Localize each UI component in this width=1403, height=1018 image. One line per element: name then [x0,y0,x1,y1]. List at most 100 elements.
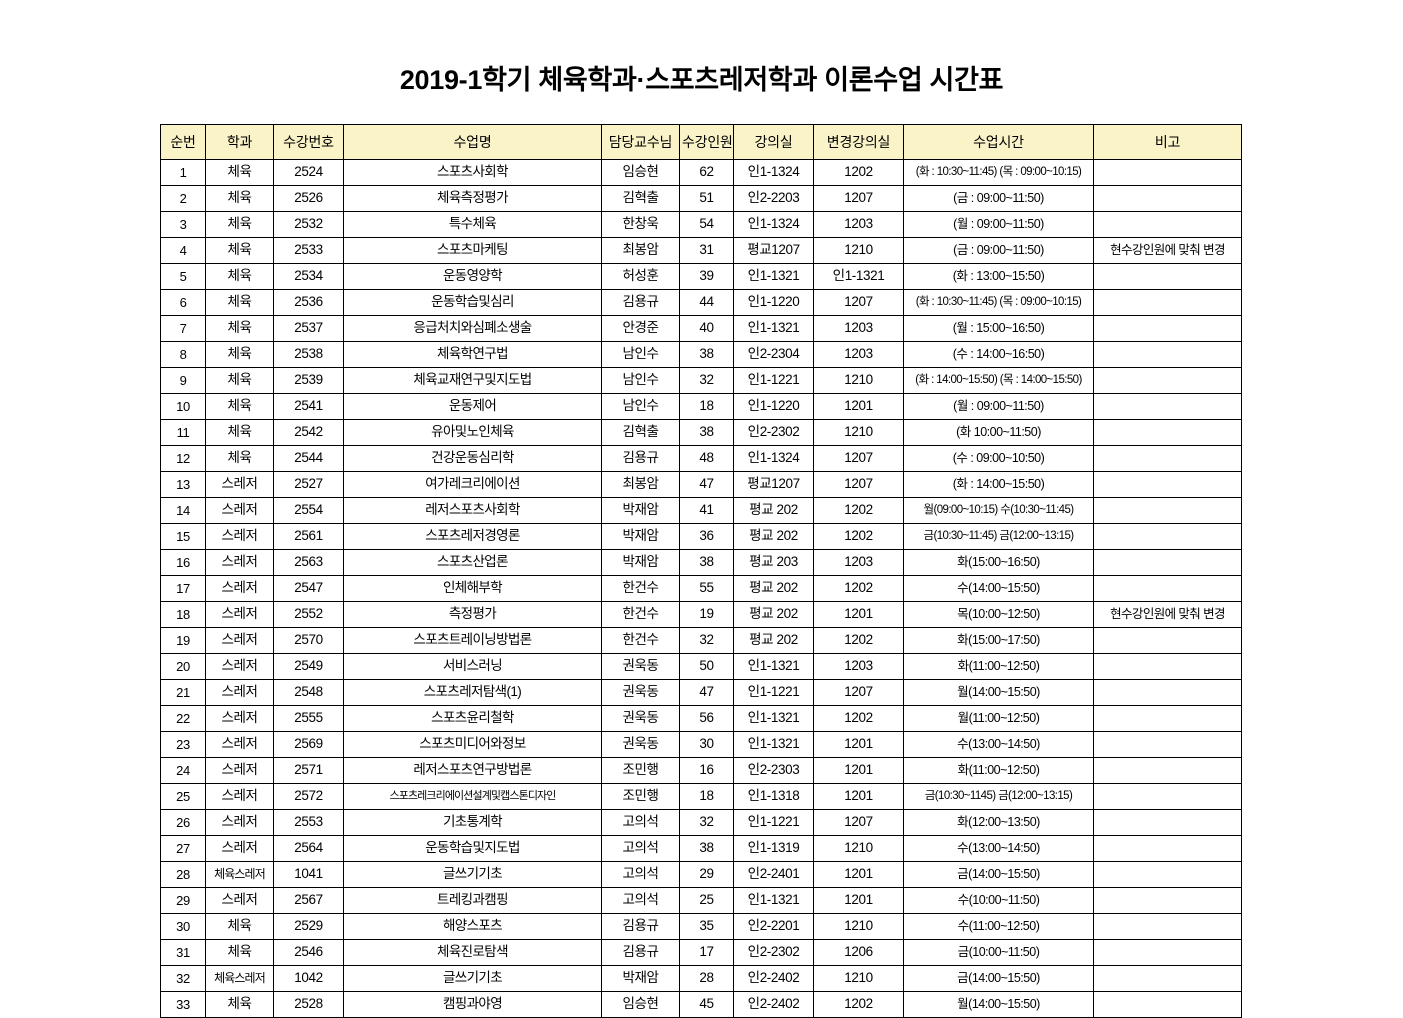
cell-time: 수(10:00~11:50) [903,887,1094,914]
table-row: 6 체육 2536 운동학습및심리 김용규 44 인1-1220 1207 (화 : 10:30… [160,289,1242,316]
cell-note [1093,263,1242,290]
cell-time: 월(14:00~15:50) [903,679,1094,706]
cell-prof: 한건수 [601,601,680,628]
cell-note: 현수강인원에 맞춰 변경 [1093,237,1242,264]
cell-dept: 체육스레저 [205,861,274,888]
cell-new-room: 1202 [813,523,904,550]
cell-no: 9 [160,367,206,394]
cell-code: 2549 [273,653,344,680]
cell-code: 2528 [273,991,344,1018]
cell-no: 27 [160,835,206,862]
cell-prof: 남인수 [601,341,680,368]
cell-no: 30 [160,913,206,940]
cell-code: 2555 [273,705,344,732]
cell-note [1093,445,1242,472]
cell-code: 2527 [273,471,344,498]
cell-room: 인2-2304 [733,341,814,368]
cell-dept: 스레저 [205,835,274,862]
cell-code: 2564 [273,835,344,862]
cell-course: 스포츠트레이닝방법론 [343,627,602,654]
cell-time: 금(14:00~15:50) [903,861,1094,888]
cell-time: (화 10:00~11:50) [903,419,1094,446]
cell-new-room: 1206 [813,939,904,966]
cell-code: 1042 [273,965,344,992]
cell-count: 32 [679,809,734,836]
table-row: 12 체육 2544 건강운동심리학 김용규 48 인1-1324 1207 (수 : 09:0… [160,445,1242,472]
cell-prof: 조민행 [601,757,680,784]
cell-course: 운동제어 [343,393,602,420]
cell-prof: 고의석 [601,835,680,862]
table-row: 18 스레저 2552 측정평가 한건수 19 평교 202 1201 목(10:00~12:5… [160,601,1242,628]
table-row: 23 스레저 2569 스포츠미디어와정보 권욱동 30 인1-1321 1201 수(13:0… [160,731,1242,758]
cell-note [1093,991,1242,1018]
cell-new-room: 1201 [813,783,904,810]
cell-room: 인2-2302 [733,939,814,966]
cell-count: 54 [679,211,734,238]
cell-dept: 스레저 [205,601,274,628]
cell-new-room: 1203 [813,549,904,576]
cell-room: 인2-2303 [733,757,814,784]
header-row: 순번 학과 수강번호 수업명 담당교수님 수강인원 강의실 변경강의실 수업시간… [160,124,1242,160]
cell-course: 유아및노인체육 [343,419,602,446]
cell-count: 38 [679,549,734,576]
column-header-count: 수강인원 [679,124,734,160]
cell-no: 29 [160,887,206,914]
cell-new-room: 1201 [813,887,904,914]
cell-code: 2554 [273,497,344,524]
cell-new-room: 1210 [813,419,904,446]
column-header-code: 수강번호 [273,124,344,160]
cell-no: 15 [160,523,206,550]
cell-code: 2546 [273,939,344,966]
column-header-note: 비고 [1093,124,1242,160]
cell-note [1093,341,1242,368]
cell-course: 스포츠마케팅 [343,237,602,264]
table-row: 29 스레저 2567 트레킹과캠핑 고의석 25 인1-1321 1201 수(10:00~1… [160,887,1242,914]
cell-course: 스포츠레크리에이션설계및캡스톤디자인 [343,783,602,810]
cell-prof: 고의석 [601,887,680,914]
table-row: 30 체육 2529 해양스포츠 김용규 35 인2-2201 1210 수(11:00~12:… [160,913,1242,940]
cell-dept: 체육 [205,341,274,368]
cell-note [1093,471,1242,498]
cell-code: 2569 [273,731,344,758]
cell-note [1093,575,1242,602]
cell-course: 스포츠레저경영론 [343,523,602,550]
cell-room: 인1-1220 [733,393,814,420]
cell-code: 2524 [273,159,344,186]
cell-prof: 김용규 [601,289,680,316]
cell-room: 평교 202 [733,497,814,524]
cell-code: 2529 [273,913,344,940]
table-row: 2 체육 2526 체육측정평가 김혁출 51 인2-2203 1207 (금 : 09:00~… [160,185,1242,212]
cell-code: 2548 [273,679,344,706]
cell-dept: 체육 [205,939,274,966]
cell-note [1093,809,1242,836]
cell-room: 인1-1324 [733,159,814,186]
cell-new-room: 1210 [813,965,904,992]
cell-dept: 스레저 [205,809,274,836]
cell-note [1093,887,1242,914]
cell-dept: 스레저 [205,757,274,784]
cell-no: 32 [160,965,206,992]
cell-room: 평교 202 [733,575,814,602]
table-row: 4 체육 2533 스포츠마케팅 최봉암 31 평교1207 1210 (금 : 09:00~1… [160,237,1242,264]
cell-note [1093,939,1242,966]
cell-new-room: 1203 [813,653,904,680]
cell-dept: 스레저 [205,471,274,498]
cell-room: 평교 202 [733,627,814,654]
cell-course: 레저스포츠사회학 [343,497,602,524]
cell-note [1093,861,1242,888]
cell-note [1093,367,1242,394]
cell-code: 2561 [273,523,344,550]
cell-prof: 박재암 [601,965,680,992]
cell-prof: 임승현 [601,159,680,186]
cell-new-room: 1210 [813,237,904,264]
cell-course: 체육교재연구및지도법 [343,367,602,394]
cell-no: 10 [160,393,206,420]
table-row: 15 스레저 2561 스포츠레저경영론 박재암 36 평교 202 1202 금(10:30~… [160,523,1242,550]
cell-course: 건강운동심리학 [343,445,602,472]
cell-note [1093,315,1242,342]
table-row: 33 체육 2528 캠핑과야영 임승현 45 인2-2402 1202 월(14:00~15:… [160,991,1242,1018]
cell-prof: 임승현 [601,991,680,1018]
cell-code: 2534 [273,263,344,290]
table-row: 19 스레저 2570 스포츠트레이닝방법론 한건수 32 평교 202 1202 화(15:0… [160,627,1242,654]
cell-room: 인2-2402 [733,965,814,992]
